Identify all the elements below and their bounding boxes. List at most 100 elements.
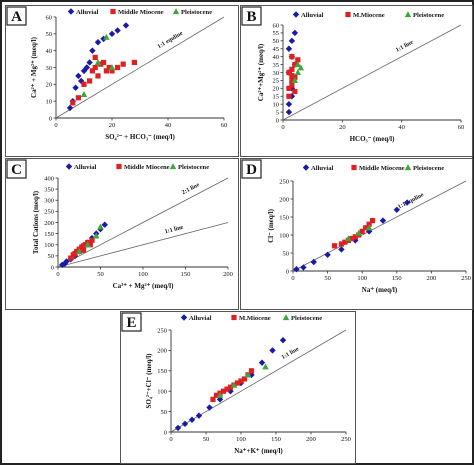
y-tick-label: 20 bbox=[273, 86, 280, 93]
data-point bbox=[188, 416, 196, 423]
data-point bbox=[122, 22, 130, 29]
y-tick-label: 250 bbox=[279, 178, 289, 185]
data-point bbox=[269, 347, 276, 354]
y-tick-label: 0 bbox=[276, 117, 279, 124]
data-point bbox=[63, 258, 70, 265]
legend-label: Middle Miocene bbox=[359, 165, 405, 172]
data-point bbox=[285, 108, 293, 116]
data-point bbox=[234, 380, 241, 386]
x-tick-label: 60 bbox=[458, 124, 465, 131]
data-point bbox=[83, 64, 90, 71]
x-tick-label: 0 bbox=[281, 124, 284, 131]
data-point bbox=[89, 47, 96, 54]
data-point bbox=[288, 37, 296, 45]
ref-line bbox=[292, 180, 467, 272]
data-point bbox=[285, 45, 293, 52]
y-tick-label: 150 bbox=[157, 368, 167, 375]
y-tick-label: 30 bbox=[273, 70, 280, 77]
y-tick-label: 15 bbox=[273, 94, 280, 101]
data-point bbox=[285, 100, 293, 108]
panel-label: B bbox=[246, 9, 256, 25]
data-point bbox=[310, 258, 317, 266]
data-point bbox=[279, 337, 287, 344]
data-point bbox=[286, 85, 292, 91]
data-point bbox=[241, 376, 248, 382]
y-tick-label: 100 bbox=[157, 389, 167, 396]
ref-line bbox=[55, 16, 225, 119]
y-tick-label: 0 bbox=[164, 429, 167, 436]
legend-label: Middle Miocene bbox=[124, 164, 170, 171]
data-point bbox=[224, 386, 230, 392]
legend-marker bbox=[404, 164, 412, 171]
x-axis-label: Na⁺+K⁺ (meq/l) bbox=[234, 447, 283, 455]
chart-e: E Alluvial M.Miocene Pleistocene 0 50 100 150 20… bbox=[121, 312, 351, 455]
x-tick-label: 100 bbox=[357, 275, 367, 282]
legend-label: Middle Miocene bbox=[118, 9, 164, 16]
data-point bbox=[403, 199, 411, 206]
data-point bbox=[66, 104, 74, 112]
data-point bbox=[244, 371, 252, 378]
x-tick-label: 200 bbox=[306, 436, 316, 443]
legend-marker bbox=[169, 163, 177, 170]
y-tick-label: 350 bbox=[44, 186, 54, 193]
data-point bbox=[97, 223, 104, 230]
x-tick-label: 0 bbox=[169, 436, 172, 443]
data-point bbox=[393, 206, 400, 213]
y-axis-label: Ca²⁺+Mg²⁺ (meq/l) bbox=[257, 43, 265, 101]
x-tick-label: 0 bbox=[56, 271, 59, 278]
data-point bbox=[94, 39, 102, 46]
data-point bbox=[297, 64, 304, 71]
data-point bbox=[289, 54, 295, 60]
panel-label-box bbox=[6, 6, 27, 26]
legend-label: Pleistocene bbox=[181, 9, 212, 16]
y-tick-label: 200 bbox=[279, 196, 289, 203]
data-point bbox=[295, 57, 301, 63]
x-tick-label: 250 bbox=[341, 436, 351, 443]
data-point bbox=[87, 78, 93, 84]
data-point bbox=[292, 61, 298, 68]
y-tick-label: 100 bbox=[44, 242, 54, 249]
y-tick-label: 35 bbox=[273, 62, 280, 69]
data-point bbox=[286, 69, 292, 76]
data-point bbox=[87, 242, 93, 248]
data-point bbox=[366, 221, 372, 227]
data-point bbox=[338, 241, 345, 247]
x-tick-label: 150 bbox=[181, 271, 191, 278]
legend-marker bbox=[65, 163, 73, 170]
x-tick-label: 50 bbox=[97, 271, 104, 278]
x-tick-label: 200 bbox=[427, 275, 437, 282]
y-tick-label: 50 bbox=[283, 250, 290, 257]
data-point bbox=[294, 61, 302, 68]
data-point bbox=[109, 68, 115, 74]
y-tick-label: 200 bbox=[44, 220, 54, 227]
x-axis-label: Ca²⁺ + Mg²⁺ (meq/l) bbox=[113, 282, 175, 290]
data-point bbox=[289, 73, 295, 79]
legend-marker bbox=[116, 163, 122, 170]
data-point bbox=[94, 59, 102, 66]
x-tick-label: 50 bbox=[324, 275, 331, 282]
data-point bbox=[258, 359, 266, 366]
legend-label: Pleistocene bbox=[291, 315, 322, 322]
chart-d: D Alluvial Middle Miocene Pleistocene 0 50 100… bbox=[241, 159, 471, 294]
data-point bbox=[61, 260, 68, 267]
legend-label: Pleistocene bbox=[413, 12, 444, 19]
legend-marker bbox=[292, 11, 300, 18]
legend-marker bbox=[172, 8, 180, 15]
data-point bbox=[101, 59, 107, 66]
legend-marker bbox=[110, 8, 116, 15]
x-tick-label: 150 bbox=[271, 436, 281, 443]
x-tick-label: 0 bbox=[54, 122, 57, 129]
y-tick-label: 50 bbox=[161, 409, 168, 416]
data-point bbox=[286, 93, 292, 99]
data-point bbox=[289, 82, 295, 88]
data-point bbox=[84, 241, 91, 248]
y-tick-label: 10 bbox=[273, 101, 280, 108]
y-tick-label: 40 bbox=[46, 48, 53, 55]
panel-e: E Alluvial M.Miocene Pleistocene 0 50 100 150 20… bbox=[120, 311, 356, 464]
y-tick-label: 150 bbox=[44, 231, 54, 238]
legend-label: Pleistocene bbox=[413, 165, 444, 172]
y-tick-label: 0 bbox=[49, 115, 52, 122]
data-point bbox=[103, 68, 109, 74]
panel-label: C bbox=[11, 162, 22, 178]
